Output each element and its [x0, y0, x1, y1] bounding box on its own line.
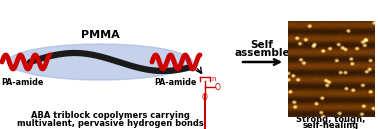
- Text: self-healing: self-healing: [303, 122, 359, 129]
- Text: multivalent, pervasive hydrogen bonds: multivalent, pervasive hydrogen bonds: [17, 119, 203, 128]
- Text: n: n: [211, 76, 215, 82]
- Text: assemble: assemble: [234, 48, 290, 58]
- Text: PMMA: PMMA: [81, 30, 119, 40]
- Text: PA-amide: PA-amide: [154, 78, 196, 87]
- Text: ABA triblock copolymers carrying: ABA triblock copolymers carrying: [31, 111, 189, 120]
- Ellipse shape: [8, 44, 192, 80]
- Text: Self: Self: [251, 40, 273, 50]
- Text: Strong, tough,: Strong, tough,: [296, 115, 366, 123]
- Text: PA-amide: PA-amide: [1, 78, 43, 87]
- Text: O: O: [202, 93, 208, 102]
- Text: O: O: [215, 83, 221, 91]
